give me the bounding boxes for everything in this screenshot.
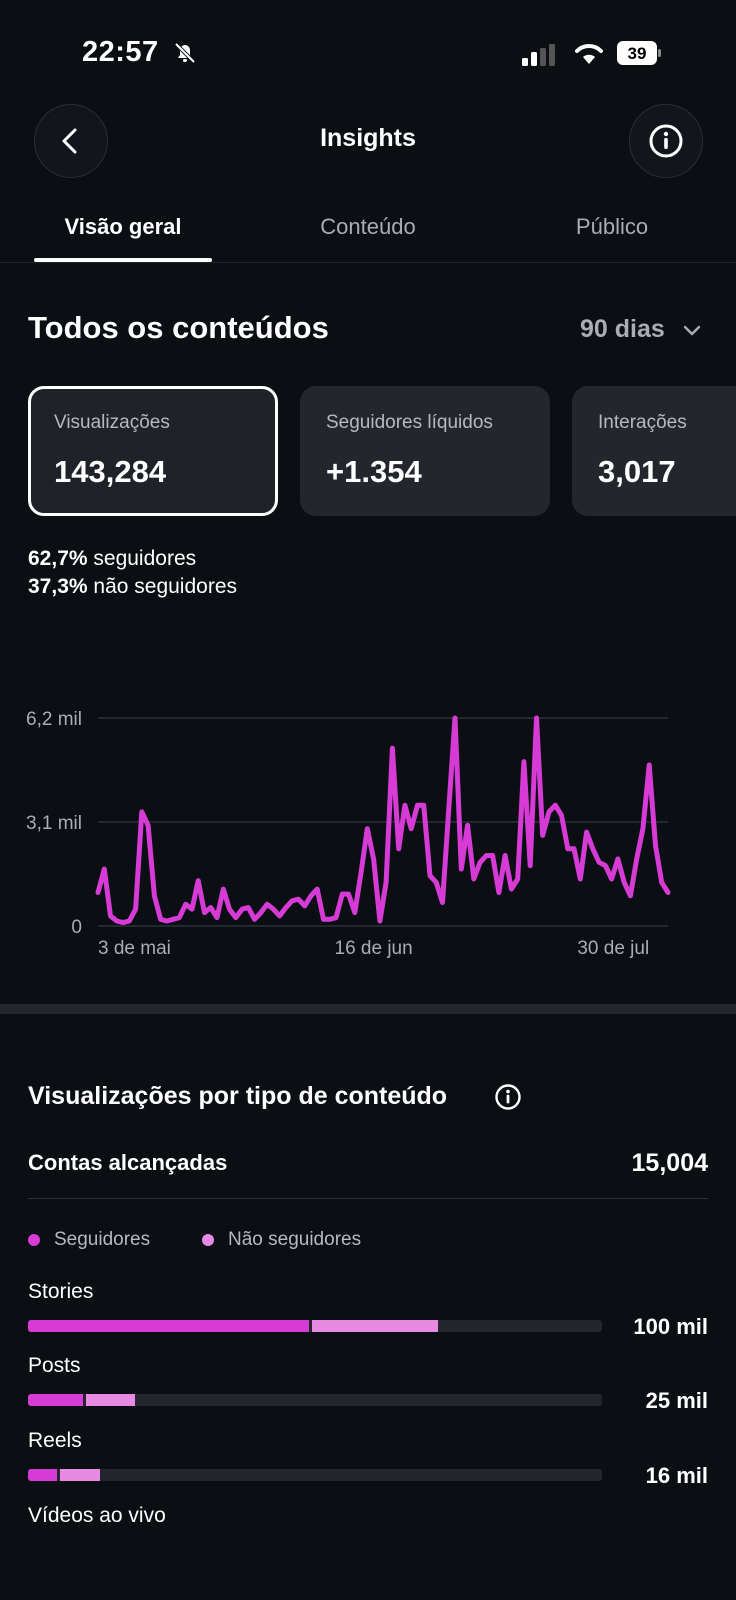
bar-followers-segment (28, 1394, 83, 1406)
period-dropdown[interactable]: 90 dias (580, 315, 665, 343)
y-tick-label: 3,1 mil (26, 813, 82, 834)
non-followers-label: não seguidores (93, 575, 237, 598)
bar-non-followers-segment (86, 1394, 135, 1406)
metric-value: 143,284 (54, 454, 167, 489)
legend-label: Seguidores (54, 1229, 151, 1250)
metric-value: 3,017 (598, 454, 676, 489)
series-line-views (95, 715, 671, 926)
metric-label: Interações (598, 412, 687, 433)
followers-share: 62,7% seguidores (28, 547, 196, 571)
active-tab-indicator (34, 258, 212, 262)
bar-stories (28, 1320, 602, 1332)
accounts-reached-label: Contas alcançadas (28, 1150, 228, 1175)
battery-icon: 39 (616, 40, 662, 66)
bar-label-stories: Stories (28, 1280, 94, 1303)
chevron-left-icon (62, 128, 77, 154)
info-icon (649, 124, 683, 158)
accounts-reached-value: 15,004 (631, 1149, 708, 1177)
wifi-icon (572, 40, 606, 71)
divider (28, 1198, 708, 1199)
views-line-chart: 6,2 mil 3,1 mil 0 3 de mai 16 de jun 30 de ju… (26, 709, 671, 959)
battery-level: 39 (628, 44, 647, 63)
metric-value: +1.354 (326, 454, 422, 489)
metric-card-interactions[interactable]: Interações 3,017 (572, 386, 736, 516)
bar-value-reels: 16 mil (645, 1463, 708, 1488)
bar-reels (28, 1469, 602, 1481)
metric-card-net-followers[interactable]: Seguidores líquidos +1.354 (300, 386, 550, 516)
page-title: Insights (320, 124, 416, 152)
status-time: 22:57 (82, 36, 159, 68)
section-divider (0, 1004, 736, 1014)
legend-item-non-followers: Não seguidores (202, 1229, 361, 1251)
followers-pct: 62,7% (28, 547, 88, 570)
bell-muted-icon (172, 40, 198, 66)
bar-label-reels: Reels (28, 1429, 82, 1452)
bar-followers-segment (28, 1320, 309, 1332)
legend-dot (28, 1234, 40, 1246)
bar-posts (28, 1394, 602, 1406)
tab-audience[interactable]: Público (575, 214, 649, 239)
non-followers-pct: 37,3% (28, 575, 88, 598)
y-tick-label: 0 (71, 917, 82, 938)
x-tick-label: 3 de mai (98, 938, 171, 959)
non-followers-share: 37,3% não seguidores (28, 575, 237, 599)
bar-value-posts: 25 mil (645, 1388, 708, 1413)
followers-label: seguidores (93, 547, 197, 570)
chevron-down-icon[interactable] (682, 320, 702, 345)
bar-label-live-videos: Vídeos ao vivo (28, 1504, 166, 1527)
signal-icon (520, 44, 560, 73)
legend-dot (202, 1234, 214, 1246)
bar-label-posts: Posts (28, 1354, 81, 1377)
legend-item-followers: Seguidores (28, 1229, 150, 1251)
tab-content[interactable]: Conteúdo (320, 214, 416, 239)
tab-overview[interactable]: Visão geral (64, 214, 182, 239)
back-button[interactable] (34, 104, 108, 178)
bar-value-stories: 100 mil (633, 1314, 708, 1339)
y-tick-label: 6,2 mil (26, 709, 82, 730)
section-title: Todos os conteúdos (28, 310, 329, 345)
legend-label: Não seguidores (228, 1229, 362, 1250)
metric-card-views[interactable]: Visualizações 143,284 (28, 386, 278, 516)
bar-followers-segment (28, 1469, 57, 1481)
bar-non-followers-segment (60, 1469, 100, 1481)
info-icon[interactable] (494, 1083, 522, 1116)
info-button[interactable] (629, 104, 703, 178)
x-tick-label: 30 de jul (577, 938, 649, 959)
metric-label: Visualizações (54, 412, 170, 433)
content-type-title: Visualizações por tipo de conteúdo (28, 1082, 448, 1110)
x-tick-label: 16 de jun (335, 938, 413, 959)
metric-label: Seguidores líquidos (326, 412, 493, 433)
tabs-divider (0, 262, 736, 263)
bar-non-followers-segment (312, 1320, 438, 1332)
